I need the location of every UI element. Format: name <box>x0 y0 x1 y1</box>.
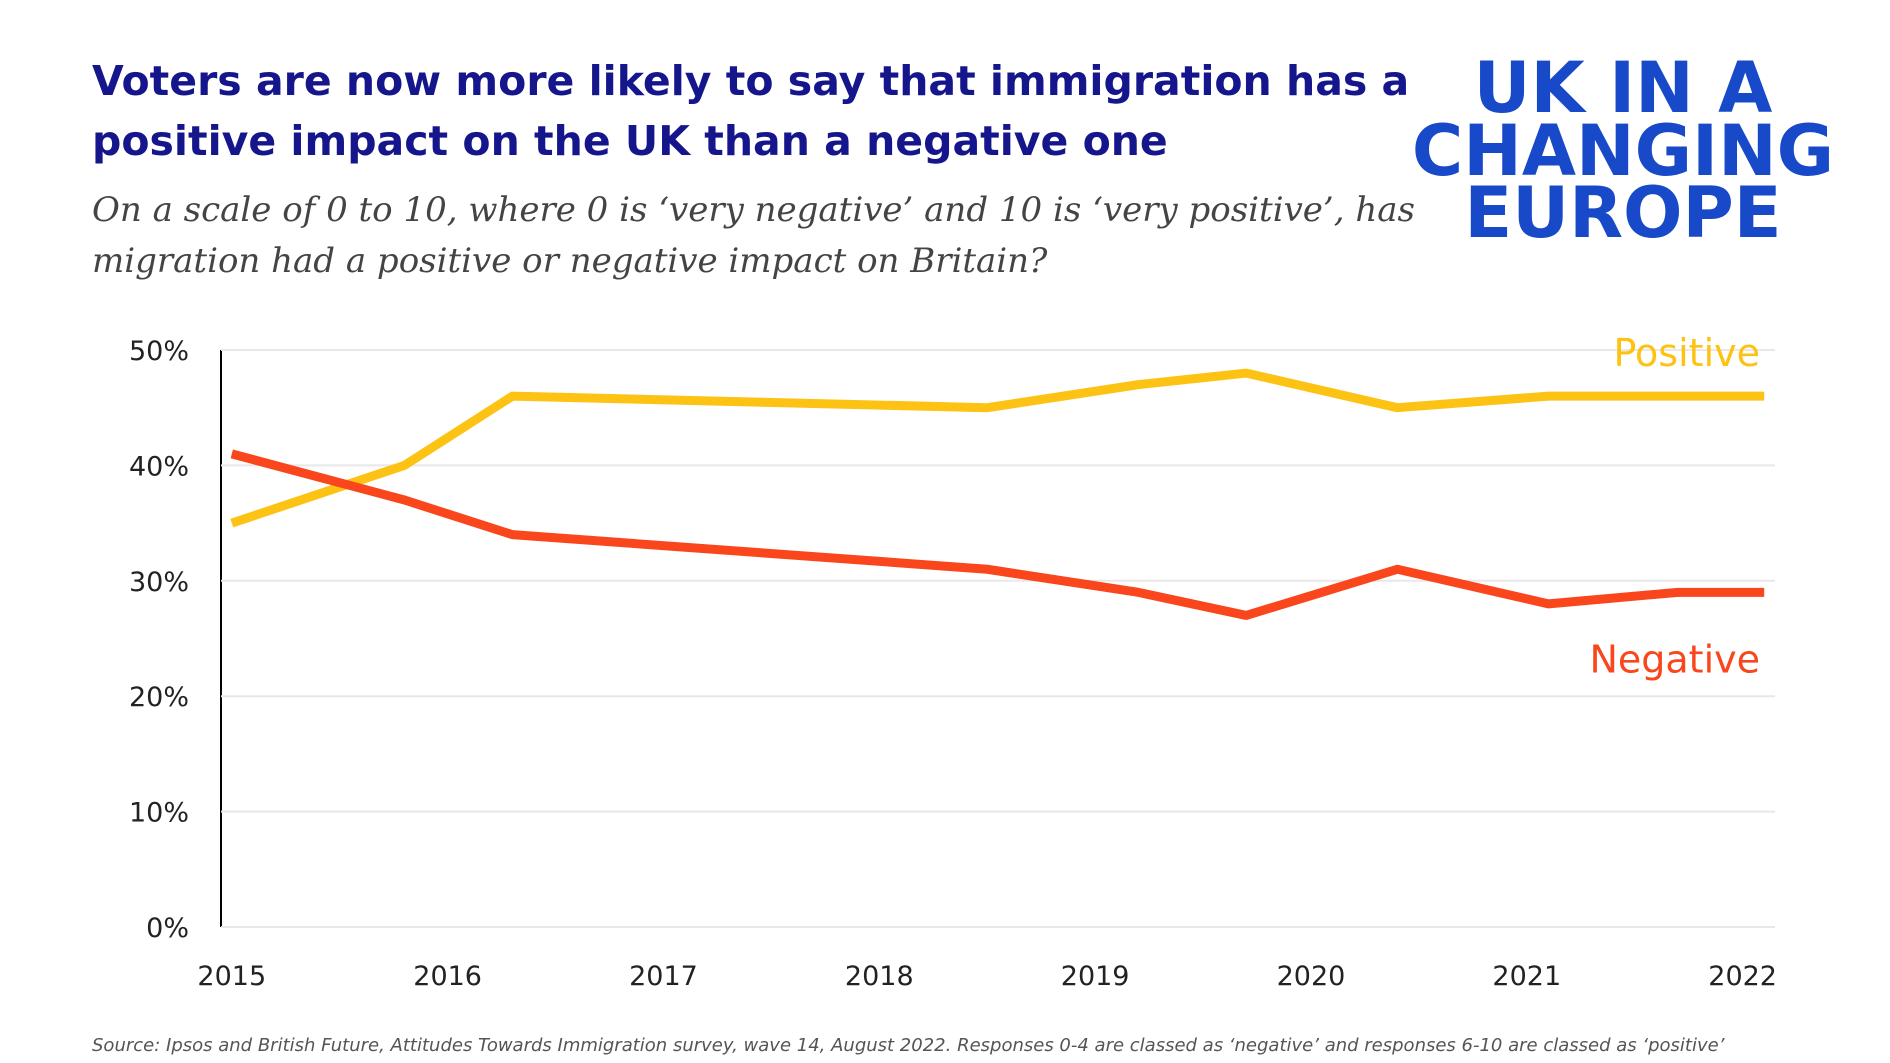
x-tick-label: 2021 <box>1492 961 1561 992</box>
y-tick-label: 40% <box>129 451 189 482</box>
y-tick-label: 10% <box>129 798 189 829</box>
source-note: Source: Ipsos and British Future, Attitu… <box>92 1035 1725 1056</box>
chart-subtitle: On a scale of 0 to 10, where 0 is ‘very … <box>92 190 1415 230</box>
series-line <box>230 449 1765 620</box>
y-tick-label: 20% <box>129 682 189 713</box>
logo: EUROPE <box>1464 172 1781 254</box>
x-tick-label: 2020 <box>1277 961 1346 992</box>
y-tick-label: 50% <box>129 336 189 367</box>
series-line <box>230 368 1765 528</box>
logo: UK IN A <box>1474 47 1773 129</box>
chart-subtitle: migration had a positive or negative imp… <box>92 241 1048 281</box>
chart-title: Voters are now more likely to say that i… <box>92 57 1409 105</box>
y-tick-label: 30% <box>129 567 189 598</box>
x-tick-label: 2018 <box>845 961 914 992</box>
y-tick-label: 0% <box>146 913 189 944</box>
series-label: Negative <box>1589 637 1760 681</box>
logo: CHANGING <box>1412 110 1834 192</box>
x-tick-label: 2016 <box>413 961 482 992</box>
x-tick-label: 2015 <box>197 961 266 992</box>
chart-title: positive impact on the UK than a negativ… <box>92 117 1168 165</box>
x-tick-label: 2022 <box>1708 961 1777 992</box>
x-tick-label: 2017 <box>629 961 698 992</box>
series-label: Positive <box>1614 331 1761 375</box>
x-tick-label: 2019 <box>1061 961 1130 992</box>
